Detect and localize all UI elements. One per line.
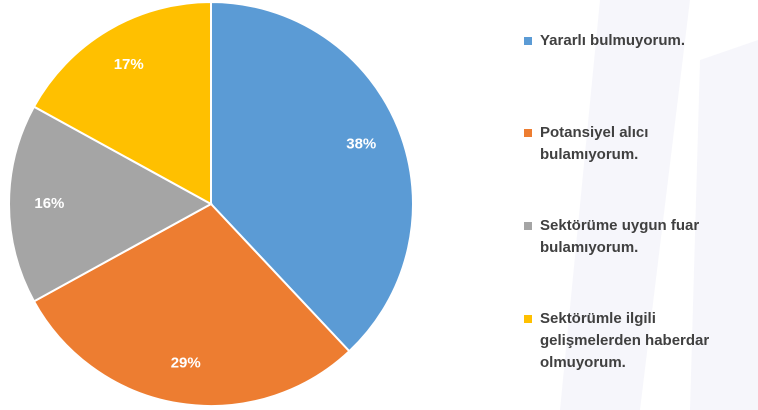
watermark bbox=[560, 0, 758, 410]
legend-label: Potansiyel alıcı bulamıyorum. bbox=[540, 124, 649, 163]
legend-swatch bbox=[524, 315, 532, 323]
slice-label: 38% bbox=[346, 135, 376, 152]
legend-label: Yararlı bulmuyorum. bbox=[540, 32, 686, 49]
pie-slice bbox=[32, 0, 212, 206]
pie-slice bbox=[8, 105, 214, 303]
legend-item: Yararlı bulmuyorum. bbox=[524, 30, 750, 52]
legend-item: Potansiyel alıcı bulamıyorum. bbox=[524, 122, 750, 166]
slice-label: 16% bbox=[34, 195, 64, 212]
slice-label: 29% bbox=[171, 355, 201, 372]
legend-swatch bbox=[524, 37, 532, 45]
watermark-shape bbox=[560, 0, 690, 410]
legend-item: Sektörüme uygun fuar bulamıyorum. bbox=[524, 215, 750, 259]
watermark-shape bbox=[690, 40, 758, 410]
legend-swatch bbox=[524, 222, 532, 230]
pie-slice bbox=[32, 202, 351, 407]
slice-label: 17% bbox=[114, 56, 144, 73]
legend-swatch bbox=[524, 129, 532, 137]
legend-label: Sektörümle ilgili gelişmelerden haberdar… bbox=[540, 310, 710, 371]
legend-label: Sektörüme uygun fuar bulamıyorum. bbox=[540, 217, 700, 256]
legend-item: Sektörümle ilgili gelişmelerden haberdar… bbox=[524, 308, 750, 374]
pie-slice bbox=[210, 0, 415, 353]
